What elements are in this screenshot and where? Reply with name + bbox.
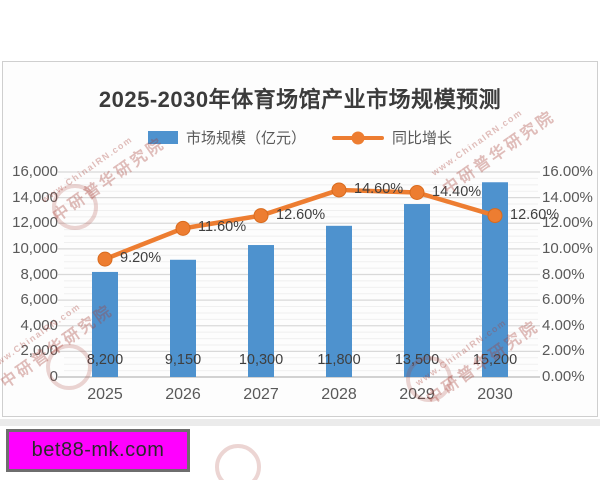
legend-item-growth: 同比增长 [332,127,452,148]
legend-bar-label: 市场规模（亿元） [185,130,306,147]
legend-line-label: 同比增长 [392,130,453,147]
bar-2028 [326,225,352,377]
line-point-2026 [175,220,191,236]
bar-2027 [248,245,274,377]
line-point-2028 [331,182,347,198]
site-badge[interactable]: bet88-mk.com [6,429,190,472]
bar-2029 [404,204,430,377]
chart-legend: 市场规模（亿元） 同比增长 [0,127,600,148]
line-point-2027 [253,208,269,224]
legend-bar-swatch [147,131,178,144]
line-point-2030 [487,208,503,224]
divider-band [0,419,600,426]
line-point-2029 [409,185,425,200]
legend-line-dot-icon [351,131,365,144]
legend-item-market-size: 市场规模（亿元） [147,127,306,148]
growth-line [102,187,498,262]
line-point-2025 [97,251,113,267]
legend-line-marker-icon [332,131,384,144]
bar-2025 [92,271,118,377]
chart-title: 2025-2030年体育场馆产业市场规模预测 [98,87,502,112]
bar-2026 [170,259,196,377]
